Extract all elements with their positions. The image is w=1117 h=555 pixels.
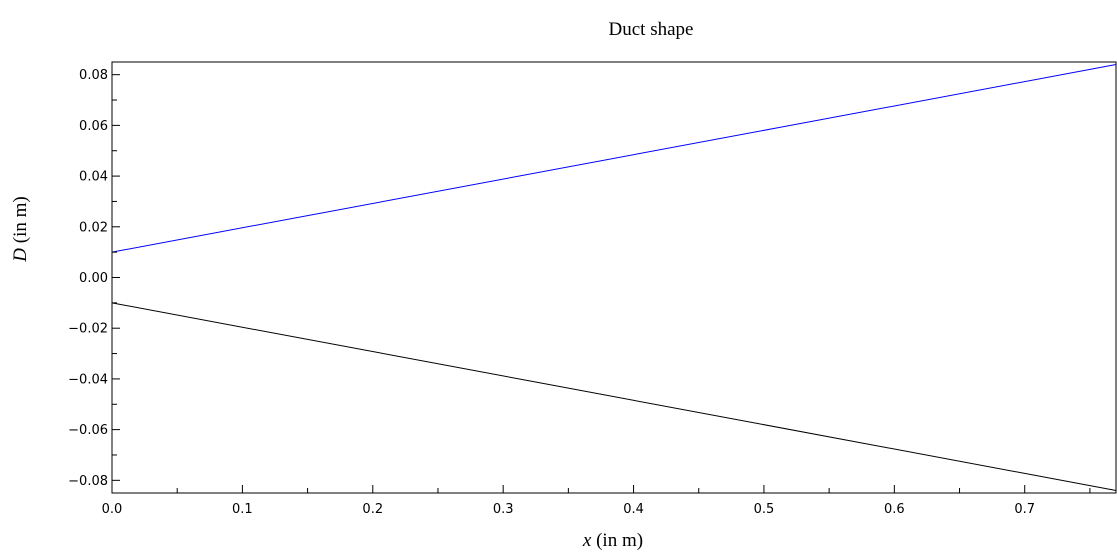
x-axis-unit: (in m) [591, 530, 643, 551]
y-axis-ticks: −0.08 −0.06 −0.04 −0.02 0.00 0.02 0.04 0.06 0.08 [68, 68, 120, 489]
y-tick-label: 0.06 [79, 119, 108, 134]
x-axis-symbol: x [582, 530, 592, 551]
series-line-2 [111, 302, 1117, 491]
plot-border [111, 61, 1117, 494]
y-tick-label: −0.04 [68, 372, 108, 387]
plot-frame [111, 61, 1117, 494]
x-tick-label: 0.7 [1014, 502, 1035, 517]
x-tick-label: 0.4 [623, 502, 644, 517]
x-axis-label: x (in m) [582, 530, 643, 551]
x-tick-label: 0.2 [362, 502, 383, 517]
y-tick-label: −0.06 [68, 423, 108, 438]
x-tick-label: 0.0 [102, 502, 123, 517]
series-layer [111, 64, 1117, 491]
y-axis-symbol: D [10, 248, 31, 263]
x-tick-label: 0.6 [884, 502, 905, 517]
chart-title: Duct shape [609, 19, 694, 40]
x-tick-label: 0.1 [232, 502, 253, 517]
y-tick-label: −0.02 [68, 322, 108, 337]
series-line-1 [111, 64, 1117, 253]
y-axis-label: D (in m) [10, 196, 31, 262]
y-tick-label: 0.02 [79, 220, 108, 235]
y-tick-label: 0.08 [79, 68, 108, 83]
x-tick-label: 0.3 [493, 502, 514, 517]
x-axis-ticks: 0.0 0.1 0.2 0.3 0.4 0.5 0.6 0.7 [102, 485, 1091, 517]
y-axis-unit: (in m) [10, 196, 31, 248]
y-tick-label: 0.04 [79, 170, 108, 185]
y-tick-label: −0.08 [68, 474, 108, 489]
y-tick-label: 0.00 [79, 271, 108, 286]
x-tick-label: 0.5 [754, 502, 775, 517]
